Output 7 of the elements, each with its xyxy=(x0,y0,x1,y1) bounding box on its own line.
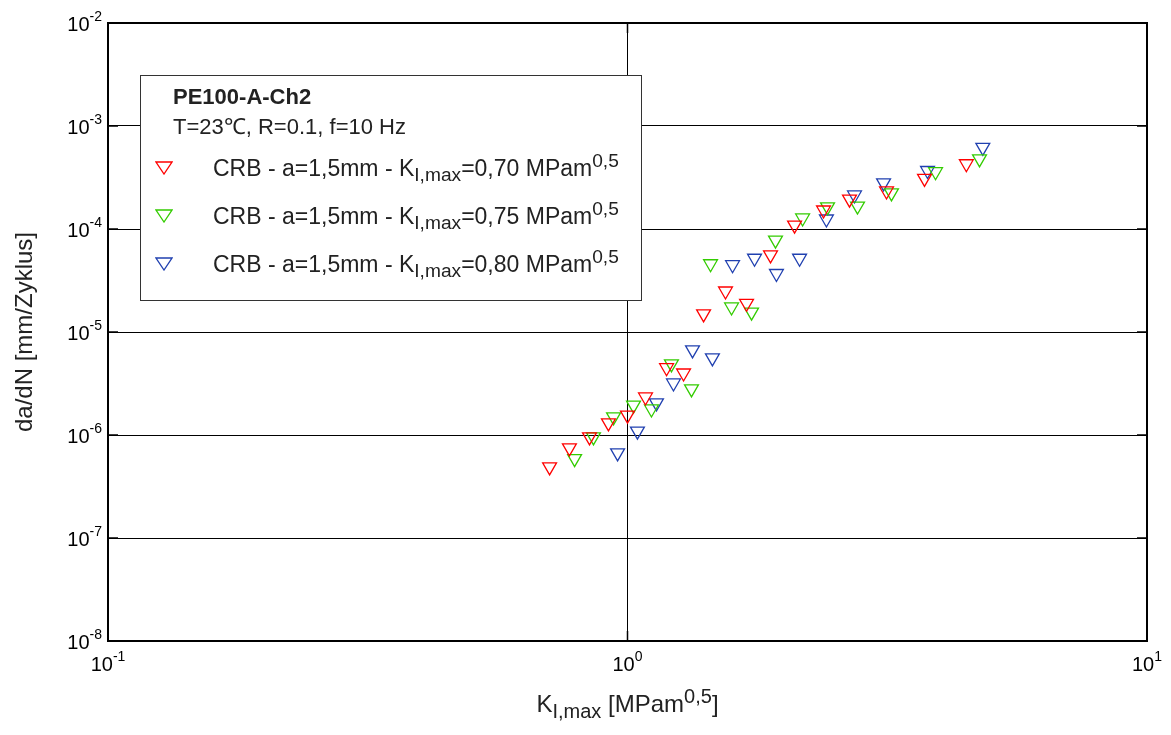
y-axis-title: da/dN [mm/Zyklus] xyxy=(10,231,38,433)
legend-label: CRB - a=1,5mm - K$_{I,max}$=0,80 MPam$^{0,5}$ xyxy=(213,245,619,283)
legend-label: CRB - a=1,5mm - K$_{I,max}$=0,75 MPam$^{0,5}$ xyxy=(213,197,619,235)
legend-title: PE100-A-Ch2 xyxy=(172,84,313,110)
legend-label: CRB - a=1,5mm - K$_{I,max}$=0,70 MPam$^{0,5}$ xyxy=(213,149,619,187)
annotation: T=23℃, R=0.1, f=10 Hz xyxy=(172,113,407,140)
x-axis-title: K$_{I,max}$ [MPam$^{0,5}$] xyxy=(535,685,720,723)
